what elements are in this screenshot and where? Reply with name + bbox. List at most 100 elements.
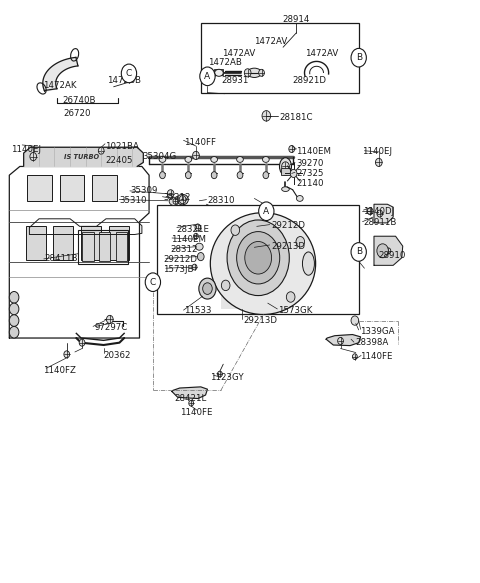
Text: A: A [263,207,269,216]
Circle shape [377,210,383,217]
Circle shape [296,237,305,247]
Circle shape [145,273,160,292]
Circle shape [244,69,251,77]
Bar [78,230,129,264]
Ellipse shape [215,69,223,76]
Text: 28310: 28310 [207,196,235,205]
Text: 28921D: 28921D [292,76,326,86]
Ellipse shape [279,158,291,175]
Circle shape [351,48,366,67]
Circle shape [9,326,19,338]
Text: C: C [150,278,156,287]
Bar [281,168,290,175]
Text: 1339GA: 1339GA [360,326,394,336]
Text: 20362: 20362 [104,351,131,360]
Circle shape [200,67,215,86]
Bar [116,232,127,261]
Ellipse shape [177,194,188,205]
Text: 1573GK: 1573GK [278,305,312,315]
Circle shape [203,283,212,294]
Text: 11533: 11533 [183,305,211,315]
Circle shape [227,220,289,296]
Text: B: B [356,53,362,62]
Text: 28312: 28312 [170,245,198,254]
Circle shape [351,243,366,261]
Text: 1140EM: 1140EM [170,234,205,244]
Circle shape [9,303,19,315]
Polygon shape [374,204,393,223]
Polygon shape [24,147,144,167]
Text: 1472AK: 1472AK [43,80,76,90]
Text: 28321E: 28321E [177,225,210,234]
Text: 29212D: 29212D [163,255,197,264]
Circle shape [9,315,19,326]
Circle shape [9,292,19,303]
Text: 28931: 28931 [222,76,249,86]
Text: 1472AV: 1472AV [254,37,288,46]
Circle shape [167,189,174,198]
Text: 97297C: 97297C [94,323,127,332]
Circle shape [282,162,289,171]
Ellipse shape [263,157,269,163]
Text: 28411B: 28411B [45,254,78,264]
Bar [157,205,359,314]
Text: 39270: 39270 [297,159,324,168]
Bar [27,175,52,201]
Text: 26720: 26720 [63,109,91,118]
Circle shape [217,371,222,377]
Ellipse shape [210,213,316,314]
Circle shape [377,244,388,258]
Circle shape [193,233,198,239]
Circle shape [263,171,269,178]
Polygon shape [326,335,360,346]
Circle shape [237,231,280,284]
Ellipse shape [169,197,179,205]
Ellipse shape [237,157,243,163]
Bar [214,69,223,75]
Circle shape [351,316,359,325]
Text: 1140EM: 1140EM [297,147,332,156]
Circle shape [199,278,216,299]
Circle shape [262,111,271,121]
Bar [53,226,73,259]
Text: 28421L: 28421L [174,394,206,403]
Circle shape [386,248,391,254]
Text: 1021BA: 1021BA [105,142,139,150]
Circle shape [192,152,199,160]
Text: 1140FE: 1140FE [360,352,392,361]
Circle shape [237,171,243,178]
Bar [99,232,110,261]
Ellipse shape [159,157,166,163]
Text: 28398A: 28398A [355,338,388,347]
Text: 35304G: 35304G [143,152,177,161]
Text: IS TURBO: IS TURBO [63,153,99,160]
Text: A: A [204,72,211,81]
Circle shape [337,338,343,345]
Circle shape [179,195,186,203]
Circle shape [231,225,240,236]
Polygon shape [172,387,207,399]
Circle shape [64,351,70,358]
Circle shape [289,146,295,153]
Text: 35309: 35309 [130,187,157,195]
Circle shape [197,252,204,261]
Bar [82,232,94,261]
Text: 28181C: 28181C [279,113,313,121]
Circle shape [195,224,201,231]
Circle shape [173,198,178,204]
Bar [25,226,46,259]
Circle shape [259,69,264,76]
Circle shape [375,159,382,167]
Bar [221,262,293,309]
Text: 1140EJ: 1140EJ [11,145,41,153]
Bar [109,226,129,259]
Text: 1140FE: 1140FE [180,408,212,417]
Text: B: B [356,247,362,257]
Ellipse shape [185,157,192,163]
Text: 1472AV: 1472AV [305,48,338,58]
Text: 29212D: 29212D [271,222,305,230]
Circle shape [221,280,230,291]
Text: 35312: 35312 [163,193,191,202]
Text: 1140DJ: 1140DJ [362,208,394,216]
Text: 1472BB: 1472BB [107,76,141,86]
